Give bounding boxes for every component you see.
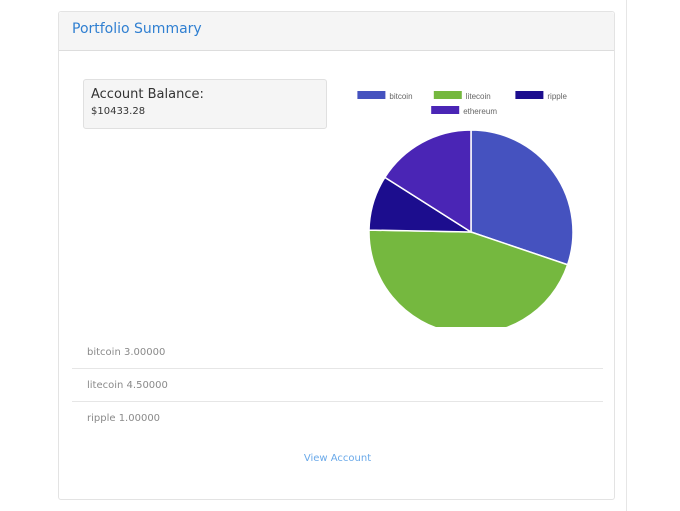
pie-slice-ethereum[interactable] (383, 129, 472, 234)
pie-slice-bitcoin[interactable] (470, 129, 574, 266)
portfolio-summary-panel: Portfolio Summary Account Balance: $1043… (58, 11, 615, 500)
holding-row-litecoin: litecoin 4.50000 (72, 369, 603, 402)
panel-title: Portfolio Summary (72, 21, 202, 37)
legend-swatch-bitcoin[interactable] (357, 91, 386, 99)
page-divider (626, 0, 627, 511)
view-account-link[interactable]: View Account (303, 453, 372, 464)
legend-label-bitcoin[interactable]: bitcoin (389, 92, 412, 101)
account-balance-label: Account Balance: (91, 87, 204, 102)
legend-swatch-litecoin[interactable] (433, 91, 462, 99)
chart-slices (368, 129, 574, 327)
holdings-list: bitcoin 3.00000 litecoin 4.50000 ripple … (72, 336, 603, 435)
portfolio-pie-chart: bitcoin litecoin ripple ethereum (357, 91, 574, 327)
legend-label-litecoin[interactable]: litecoin (466, 92, 491, 101)
account-balance-box: Account Balance: $10433.28 (83, 79, 327, 129)
legend-swatch-ripple[interactable] (515, 91, 544, 99)
holding-row-ripple: ripple 1.00000 (87, 413, 161, 424)
legend-label-ripple[interactable]: ripple (547, 92, 567, 101)
chart-legend: bitcoin litecoin ripple ethereum (357, 91, 568, 116)
pie-slice-litecoin[interactable] (368, 229, 569, 327)
account-balance-value: $10433.28 (91, 106, 146, 117)
legend-swatch-ethereum[interactable] (431, 106, 460, 114)
panel-heading: Portfolio Summary (59, 12, 614, 51)
holding-row-bitcoin: bitcoin 3.00000 (72, 336, 603, 369)
legend-label-ethereum[interactable]: ethereum (463, 107, 497, 116)
